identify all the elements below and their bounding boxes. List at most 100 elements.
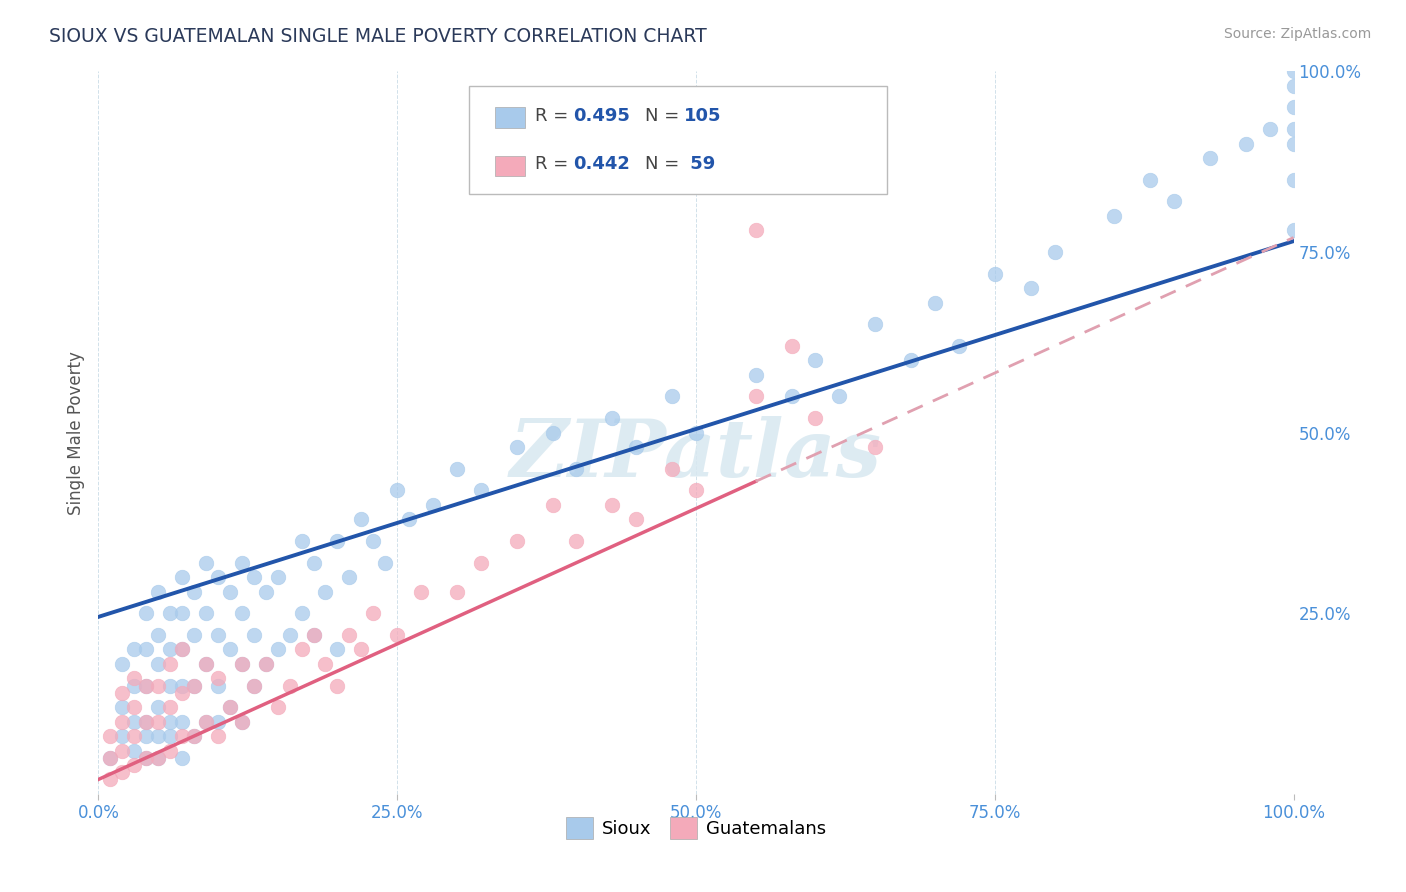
Point [302,628,325,642]
Point [745,368,768,382]
Point [159,743,181,757]
Point [745,223,768,237]
Point [172,751,194,765]
Point [446,584,468,599]
Point [195,607,218,621]
Point [1282,78,1305,93]
Point [828,389,851,403]
Point [135,642,157,657]
Point [254,584,277,599]
Text: ZIPatlas: ZIPatlas [510,416,882,493]
Point [326,642,349,657]
Point [98,772,122,787]
Point [148,729,170,743]
Point [124,758,146,772]
Point [231,714,253,729]
Text: 105: 105 [685,107,721,125]
Point [124,743,146,757]
Point [315,657,337,671]
Point [685,483,707,498]
Point [195,556,218,570]
Point [207,729,229,743]
Point [1282,136,1305,151]
Point [135,751,157,765]
Point [565,533,588,548]
Point [207,628,229,642]
Point [195,657,218,671]
Point [1282,122,1305,136]
Point [243,570,266,584]
Point [267,700,290,714]
Point [661,462,683,476]
Point [124,671,146,685]
Point [135,607,157,621]
Point [326,678,349,692]
Point [350,512,373,526]
Point [148,657,170,671]
FancyBboxPatch shape [495,108,524,128]
Point [159,678,181,692]
Point [1043,244,1066,259]
Point [470,483,492,498]
Point [278,628,301,642]
Point [124,700,146,714]
Point [195,657,218,671]
Point [422,498,444,512]
Point [1282,64,1305,78]
Point [98,751,122,765]
Point [111,700,134,714]
Point [231,556,253,570]
Point [183,628,205,642]
Point [231,714,253,729]
Point [291,533,314,548]
Text: 0.495: 0.495 [572,107,630,125]
Point [315,584,337,599]
Point [135,678,157,692]
Point [111,729,134,743]
Point [626,440,648,454]
Point [111,765,134,780]
Point [172,642,194,657]
Point [804,353,827,368]
Point [254,657,277,671]
FancyBboxPatch shape [470,86,887,194]
Point [159,642,181,657]
Point [602,498,624,512]
Point [111,743,134,757]
Point [195,714,218,729]
Point [124,729,146,743]
Point [865,440,887,454]
Point [278,678,301,692]
Point [1234,136,1257,151]
Point [135,678,157,692]
Point [661,389,683,403]
Point [243,678,266,692]
Point [159,657,181,671]
Point [254,657,277,671]
Point [302,556,325,570]
Point [231,657,253,671]
Point [1282,223,1305,237]
Point [267,570,290,584]
Point [291,607,314,621]
Point [780,389,803,403]
Point [148,714,170,729]
Point [183,678,205,692]
Point [148,584,170,599]
Point [207,671,229,685]
Point [98,729,122,743]
Point [148,678,170,692]
Point [541,425,564,440]
Point [148,700,170,714]
Text: N =: N = [644,107,685,125]
Point [506,440,529,454]
Point [219,700,242,714]
Point [219,700,242,714]
Point [111,714,134,729]
Legend: Sioux, Guatemalans: Sioux, Guatemalans [558,810,834,847]
Point [1282,173,1305,187]
Point [135,714,157,729]
FancyBboxPatch shape [495,156,524,176]
Point [111,686,134,700]
Point [685,425,707,440]
